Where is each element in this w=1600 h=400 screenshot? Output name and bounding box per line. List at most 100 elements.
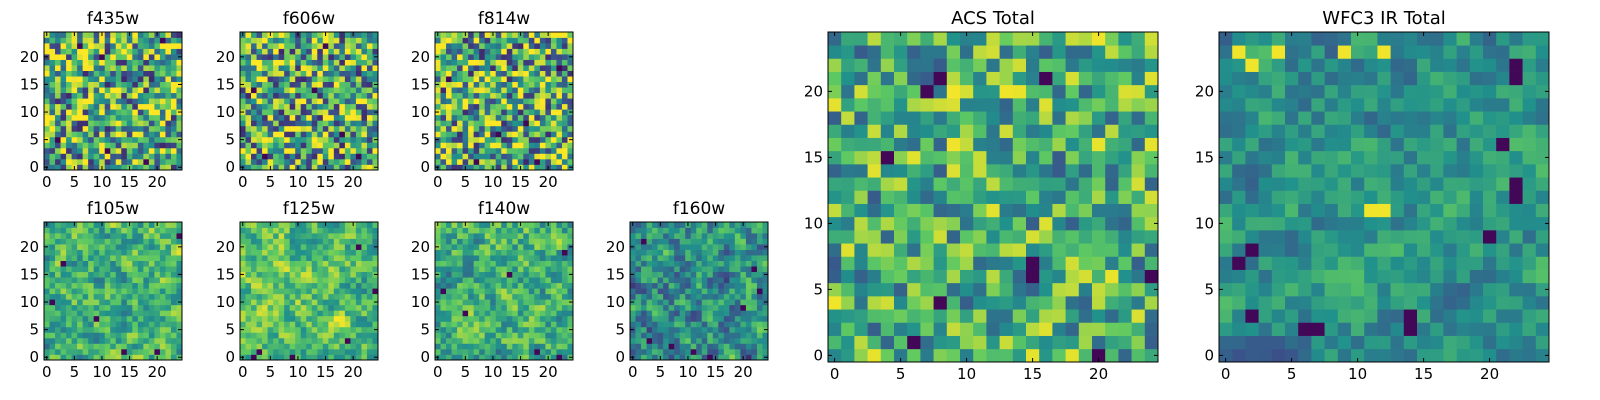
heatmap-cell	[333, 142, 340, 149]
heatmap-cell	[306, 222, 313, 228]
heatmap-cell	[289, 343, 296, 350]
panel-title: f606w	[283, 9, 335, 29]
heatmap-cell	[148, 277, 155, 284]
heatmap-cell	[300, 37, 307, 44]
heatmap-cell	[300, 238, 307, 245]
heatmap-cell	[55, 222, 61, 228]
heatmap-cell	[121, 282, 128, 289]
heatmap-cell	[372, 59, 379, 66]
heatmap-cell	[630, 255, 636, 261]
heatmap-cell	[484, 288, 491, 295]
heatmap-cell	[534, 81, 541, 88]
heatmap-cell	[484, 222, 491, 228]
heatmap-cell	[295, 348, 302, 355]
heatmap-cell	[344, 103, 351, 110]
heatmap-cell	[66, 43, 72, 49]
heatmap-cell	[55, 238, 61, 245]
heatmap-cell	[339, 271, 346, 278]
heatmap-cell	[143, 222, 150, 228]
heatmap-cell	[523, 164, 530, 171]
heatmap-cell	[701, 293, 708, 300]
heatmap-cell	[137, 244, 144, 250]
heatmap-cell	[457, 98, 463, 105]
heatmap-cell	[278, 76, 285, 83]
heatmap-cell	[495, 76, 502, 83]
heatmap-cell	[361, 255, 368, 261]
heatmap-cell	[366, 227, 373, 234]
heatmap-cell	[262, 37, 268, 44]
heatmap-cell	[289, 255, 296, 261]
heatmap-cell	[946, 296, 961, 310]
heatmap-cell	[278, 142, 285, 149]
heatmap-cell	[154, 70, 161, 77]
heatmap-cell	[712, 277, 719, 284]
heatmap-cell	[306, 125, 313, 132]
heatmap-cell	[366, 158, 373, 165]
heatmap-cell	[446, 120, 452, 127]
heatmap-cell	[284, 343, 291, 350]
heatmap-cell	[295, 54, 302, 60]
heatmap-cell	[490, 348, 497, 355]
heatmap-cell	[121, 326, 128, 333]
heatmap-cell	[110, 326, 117, 333]
heatmap-cell	[663, 332, 669, 339]
heatmap-cell	[311, 158, 318, 165]
heatmap-cell	[751, 271, 758, 278]
heatmap-cell	[170, 142, 177, 149]
heatmap-cell	[295, 255, 302, 261]
heatmap-cell	[1105, 348, 1119, 363]
heatmap-cell	[240, 147, 246, 154]
heatmap-cell	[355, 304, 362, 311]
heatmap-cell	[366, 114, 373, 121]
heatmap-cell	[641, 249, 647, 256]
heatmap-cell	[344, 326, 351, 333]
heatmap-cell	[154, 59, 161, 66]
heatmap-cell	[44, 266, 50, 273]
heatmap-cell	[556, 87, 563, 94]
heatmap-cell	[539, 260, 546, 267]
heatmap-cell	[273, 310, 279, 317]
heatmap-cell	[88, 271, 95, 278]
heatmap-cell	[99, 43, 106, 49]
heatmap-cell	[468, 48, 474, 55]
heatmap-cell	[707, 326, 714, 333]
heatmap-cell	[550, 136, 557, 143]
heatmap-cell	[176, 304, 183, 311]
heatmap-cell	[44, 153, 50, 160]
heatmap-cell	[339, 54, 346, 60]
heatmap-cell	[121, 136, 128, 143]
heatmap-cell	[745, 271, 752, 278]
heatmap-cell	[104, 87, 111, 94]
heatmap-cell	[104, 120, 111, 127]
heatmap-cell	[479, 142, 486, 149]
heatmap-cell	[344, 158, 351, 165]
heatmap-cell	[490, 233, 497, 239]
heatmap-cell	[306, 293, 313, 300]
heatmap-cell	[1105, 282, 1119, 297]
heatmap-cell	[545, 125, 552, 132]
heatmap-cell	[556, 315, 563, 322]
heatmap-cell	[66, 260, 72, 267]
heatmap-cell	[999, 230, 1014, 244]
heatmap-cell	[143, 299, 150, 306]
heatmap-cell	[479, 158, 486, 165]
heatmap-cell	[506, 136, 513, 143]
heatmap-cell	[685, 277, 692, 284]
heatmap-cell	[1105, 177, 1119, 191]
heatmap-cell	[44, 43, 50, 49]
heatmap-cell	[170, 244, 177, 250]
heatmap-cell	[696, 354, 703, 361]
heatmap-cell	[641, 282, 647, 289]
heatmap-cell	[256, 76, 263, 83]
heatmap-cell	[306, 70, 313, 77]
heatmap-cell	[1026, 164, 1040, 178]
heatmap-cell	[484, 282, 491, 289]
heatmap-cell	[372, 310, 379, 317]
heatmap-cell	[126, 109, 133, 116]
heatmap-cell	[751, 348, 758, 355]
heatmap-cell	[501, 277, 508, 284]
heatmap-cell	[539, 92, 546, 99]
heatmap-cell	[690, 321, 697, 328]
heatmap-cell	[1012, 177, 1027, 191]
heatmap-cell	[267, 142, 274, 149]
